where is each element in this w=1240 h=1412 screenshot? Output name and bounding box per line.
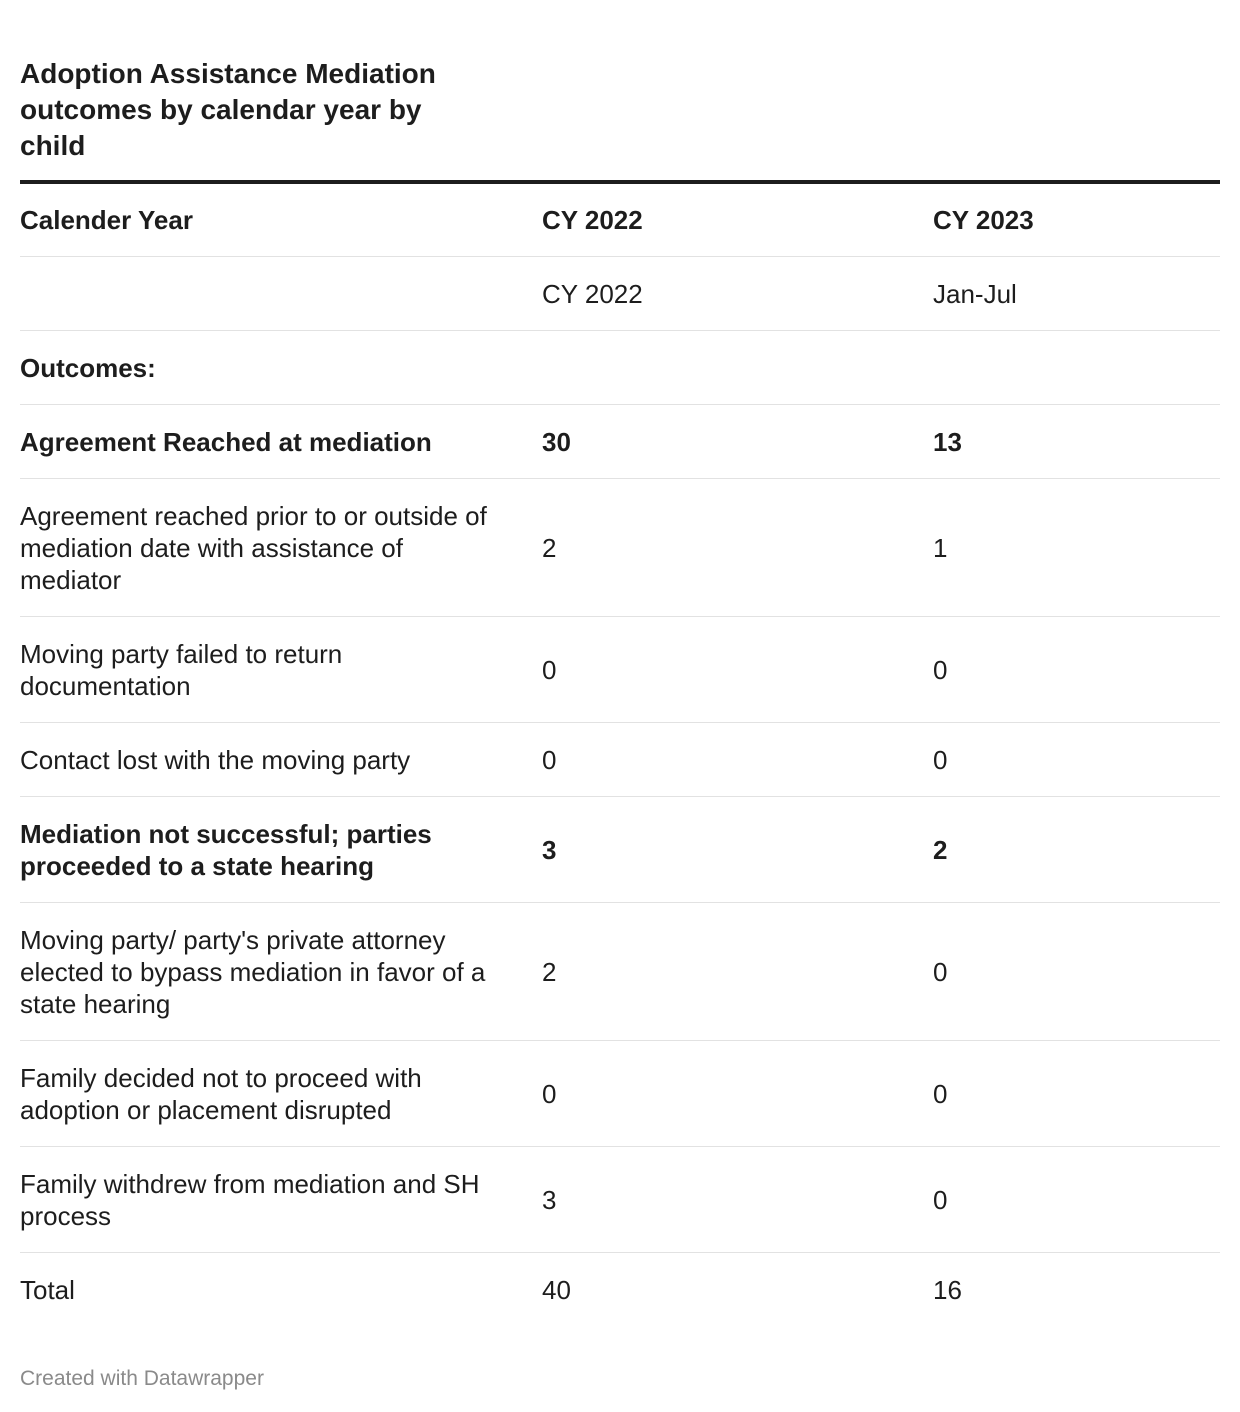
cell-cy-2022: 3	[542, 834, 557, 865]
outcomes-table: Calender Year CY 2022 CY 2023 CY 2022 Ja…	[20, 180, 1220, 1327]
row-label: Family withdrew from mediation and SH pr…	[20, 1168, 480, 1231]
cell-cy-2023: Jan-Jul	[933, 278, 1017, 309]
table-row: Agreement reached prior to or outside of…	[20, 479, 1220, 617]
table-row: Family decided not to proceed with adopt…	[20, 1041, 1220, 1147]
table-row: Moving party/ party's private attorney e…	[20, 903, 1220, 1041]
table-title: Adoption Assistance Mediation outcomes b…	[20, 58, 436, 161]
cell-cy-2023: 0	[933, 956, 948, 987]
column-header-cy-2023[interactable]: CY 2023	[933, 205, 1034, 235]
cell-cy-2022: CY 2022	[542, 278, 643, 309]
row-label: Outcomes:	[20, 352, 156, 383]
cell-cy-2022: 2	[542, 956, 557, 987]
cell-cy-2023: 0	[933, 1184, 948, 1215]
table-row: CY 2022 Jan-Jul	[20, 257, 1220, 331]
row-label: Moving party failed to return documentat…	[20, 638, 343, 701]
cell-cy-2022: 0	[542, 654, 557, 685]
cell-cy-2022: 0	[542, 1078, 557, 1109]
cell-cy-2022: 0	[542, 744, 557, 775]
cell-cy-2023: 13	[933, 426, 962, 457]
table-header-row: Calender Year CY 2022 CY 2023	[20, 184, 1220, 257]
table-row: Contact lost with the moving party 0 0	[20, 723, 1220, 797]
row-label: Agreement Reached at mediation	[20, 426, 432, 457]
column-header-calendar-year[interactable]: Calender Year	[20, 205, 193, 235]
cell-cy-2023: 1	[933, 532, 948, 563]
cell-cy-2023: 0	[933, 744, 948, 775]
row-label: Mediation not successful; parties procee…	[20, 818, 432, 881]
cell-cy-2022: 2	[542, 532, 557, 563]
cell-cy-2023: 0	[933, 1078, 948, 1109]
table-row: Family withdrew from mediation and SH pr…	[20, 1147, 1220, 1253]
cell-cy-2022: 40	[542, 1275, 571, 1305]
table-row-total: Total 40 16	[20, 1253, 1220, 1327]
cell-cy-2022: 30	[542, 426, 571, 457]
row-label: Moving party/ party's private attorney e…	[20, 924, 486, 1019]
row-label: Agreement reached prior to or outside of…	[20, 500, 487, 595]
table-row: Agreement Reached at mediation 30 13	[20, 405, 1220, 479]
cell-cy-2023: 0	[933, 654, 948, 685]
table-row: Moving party failed to return documentat…	[20, 617, 1220, 723]
cell-cy-2023: 16	[933, 1275, 962, 1305]
row-label: Contact lost with the moving party	[20, 744, 411, 775]
cell-cy-2022: 3	[542, 1184, 557, 1215]
cell-cy-2023: 2	[933, 834, 948, 865]
table-row: Mediation not successful; parties procee…	[20, 797, 1220, 903]
row-label: Total	[20, 1275, 75, 1305]
column-header-cy-2022[interactable]: CY 2022	[542, 205, 643, 235]
row-label: Family decided not to proceed with adopt…	[20, 1062, 422, 1125]
datawrapper-credit[interactable]: Created with Datawrapper	[20, 1367, 264, 1390]
table-row: Outcomes:	[20, 331, 1220, 405]
